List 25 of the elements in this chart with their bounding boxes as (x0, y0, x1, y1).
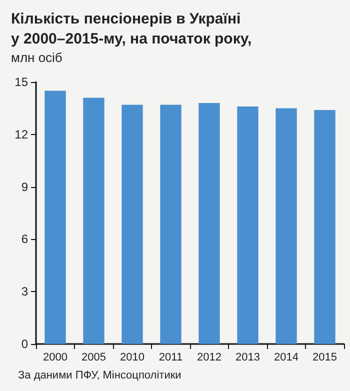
y-tick-label: 6 (21, 232, 28, 246)
chart-subtitle: млн осіб (11, 50, 62, 65)
x-tick-label: 2014 (274, 352, 298, 364)
bar (314, 110, 336, 344)
x-tick-label: 2000 (43, 352, 68, 364)
x-tick-label: 2013 (236, 352, 260, 364)
x-tick-label: 2015 (312, 352, 337, 364)
x-tick-label: 2010 (120, 352, 144, 364)
bar (160, 104, 182, 344)
bar (122, 104, 143, 344)
y-tick-label: 12 (14, 127, 28, 142)
y-tick-label: 3 (21, 284, 28, 299)
bar (198, 102, 220, 344)
bar (276, 108, 297, 344)
chart-title: Кількість пенсіонерів в Україні у 2000–2015-му, на початок року, (11, 10, 252, 48)
y-tick-label: 9 (21, 180, 28, 194)
bar (83, 98, 104, 344)
x-tick-label: 2005 (82, 352, 106, 364)
y-tick-label: 15 (14, 75, 28, 89)
x-tick-label: 2011 (158, 352, 183, 364)
y-tick-label: 0 (21, 337, 28, 351)
x-tick-label: 2012 (197, 352, 222, 364)
bar (44, 90, 66, 344)
bar (237, 106, 258, 344)
text: За даними ПФУ, Мінсоцполітики (18, 370, 182, 382)
